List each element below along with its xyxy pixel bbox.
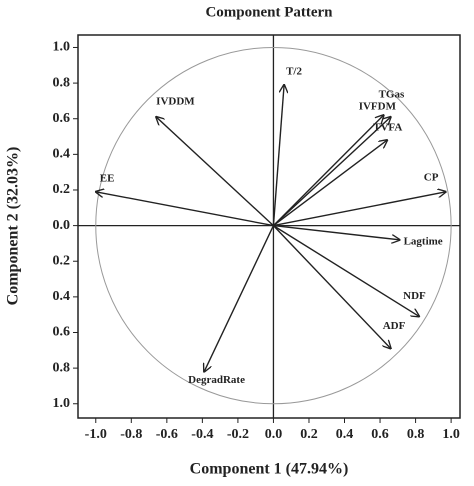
vector-arrow (272, 115, 383, 227)
x-tick-label: -0.4 (191, 427, 213, 442)
y-tick-label: 0.8 (53, 360, 71, 375)
vector-arrow (96, 192, 274, 227)
x-axis-label: Component 1 (47.94%) (190, 461, 349, 478)
x-tick-label: -1.0 (85, 427, 107, 442)
vector-label: IVFDM (359, 100, 397, 112)
y-tick-label: 1.0 (53, 396, 71, 411)
x-tick-label: 0.8 (407, 427, 425, 442)
plot-frame (77, 34, 461, 419)
vector-label: DegradRate (188, 374, 245, 386)
y-tick-label: 0.2 (53, 182, 71, 197)
vector-arrow (272, 117, 390, 227)
y-axis-label: Component 2 (32.03%) (5, 147, 22, 306)
chart-title: Component Pattern (205, 4, 333, 20)
y-tick-label: 0.8 (53, 75, 71, 90)
vector-label: ADF (383, 320, 406, 332)
x-tick-label: 0.2 (300, 427, 318, 442)
vector-label: IVDDM (156, 95, 195, 107)
y-tick-label: 0.0 (53, 218, 71, 233)
vector-label: TGas (379, 89, 405, 101)
y-tick-label: 0.6 (53, 111, 71, 126)
x-tick-label: -0.6 (156, 427, 178, 442)
y-tick-label: 0.4 (53, 147, 71, 162)
vector-label: CP (424, 171, 439, 183)
vector-arrow (273, 225, 419, 317)
y-tick-label: 0.2 (53, 253, 71, 268)
vector-arrow (204, 225, 275, 372)
vector-label: Lagtime (404, 235, 443, 247)
x-tick-label: 0.0 (265, 427, 283, 442)
unit-circle (95, 46, 452, 405)
x-tick-label: -0.2 (227, 427, 249, 442)
vector-arrow (273, 192, 445, 227)
vector-arrow (273, 140, 387, 227)
vector-arrow (273, 224, 399, 240)
vector-label: T/2 (286, 65, 302, 77)
vector-label: TVFA (373, 122, 402, 134)
x-tick-label: 0.6 (371, 427, 389, 442)
vector-label: NDF (403, 290, 426, 302)
vector-arrow (156, 117, 274, 227)
vector-arrow (272, 225, 390, 349)
y-tick-label: 0.4 (53, 289, 71, 304)
x-tick-label: 1.0 (442, 427, 460, 442)
y-tick-label: 0.6 (53, 325, 71, 340)
y-tick-label: 1.0 (53, 40, 71, 55)
x-tick-label: 0.4 (336, 427, 354, 442)
x-tick-label: -0.8 (120, 427, 142, 442)
vector-label: EE (100, 172, 115, 184)
vector-arrow (272, 85, 284, 226)
